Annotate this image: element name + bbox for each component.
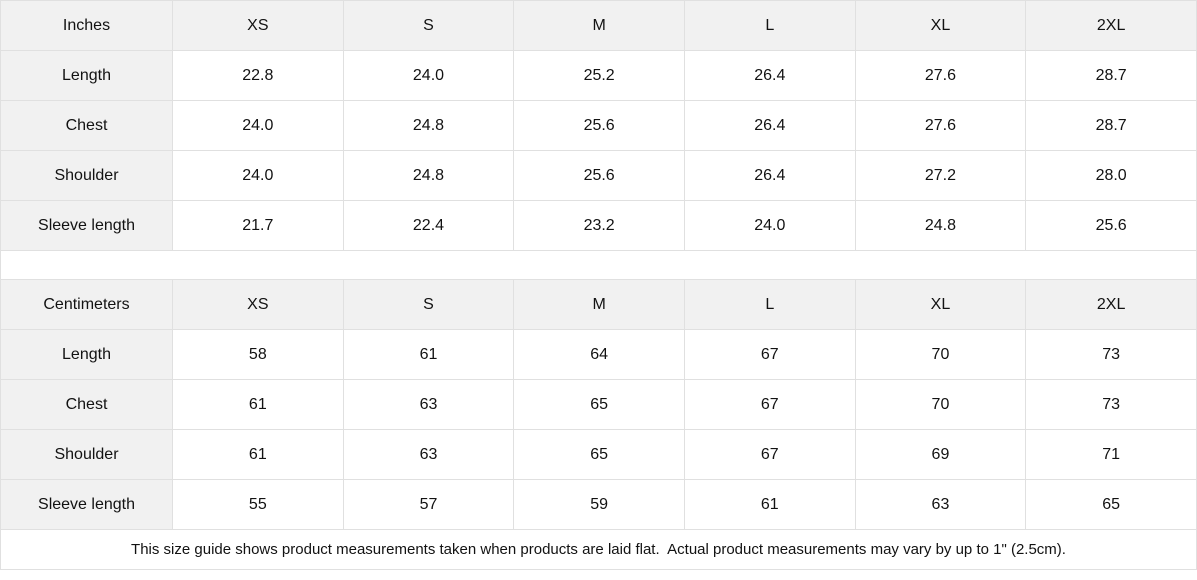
size-value-cell: 65 — [513, 429, 685, 480]
size-value-cell: 63 — [854, 479, 1027, 530]
size-value-cell: 61 — [683, 479, 856, 530]
column-header-2xl: 2XL — [1025, 0, 1197, 51]
size-value-cell: 24.8 — [342, 100, 515, 151]
size-value-cell: 63 — [342, 379, 515, 430]
size-value-cell: 63 — [342, 429, 515, 480]
centimeters-table: Centimeters XS S M L XL 2XL Length 58 61… — [0, 279, 1197, 530]
inches-table: Inches XS S M L XL 2XL Length 22.8 24.0 … — [0, 0, 1197, 251]
column-header-2xl: 2XL — [1025, 279, 1197, 330]
size-value-cell: 22.4 — [342, 200, 515, 251]
unit-header: Inches — [0, 0, 173, 51]
size-value-cell: 26.4 — [683, 50, 856, 101]
column-header-xl: XL — [854, 0, 1027, 51]
size-value-cell: 24.0 — [172, 100, 344, 151]
table-row: Length 22.8 24.0 25.2 26.4 27.6 28.7 — [0, 50, 1197, 101]
size-value-cell: 25.6 — [513, 100, 685, 151]
size-value-cell: 71 — [1025, 429, 1197, 480]
size-value-cell: 28.7 — [1025, 50, 1197, 101]
size-value-cell: 27.6 — [854, 100, 1027, 151]
column-header-m: M — [513, 279, 685, 330]
column-header-m: M — [513, 0, 685, 51]
table-row: Chest 24.0 24.8 25.6 26.4 27.6 28.7 — [0, 100, 1197, 151]
size-guide-disclaimer: This size guide shows product measuremen… — [0, 530, 1197, 570]
size-value-cell: 55 — [172, 479, 344, 530]
unit-header: Centimeters — [0, 279, 173, 330]
size-value-cell: 22.8 — [172, 50, 344, 101]
column-header-s: S — [342, 279, 515, 330]
table-header-row: Inches XS S M L XL 2XL — [0, 0, 1197, 51]
size-value-cell: 58 — [172, 329, 344, 380]
table-row: Chest 61 63 65 67 70 73 — [0, 379, 1197, 430]
row-label: Length — [0, 50, 173, 101]
size-value-cell: 24.0 — [172, 150, 344, 201]
size-value-cell: 26.4 — [683, 100, 856, 151]
row-label: Sleeve length — [0, 479, 173, 530]
size-value-cell: 21.7 — [172, 200, 344, 251]
size-value-cell: 24.8 — [342, 150, 515, 201]
column-header-l: L — [683, 279, 856, 330]
table-row: Sleeve length 55 57 59 61 63 65 — [0, 479, 1197, 530]
size-value-cell: 28.7 — [1025, 100, 1197, 151]
table-row: Shoulder 61 63 65 67 69 71 — [0, 429, 1197, 480]
size-value-cell: 28.0 — [1025, 150, 1197, 201]
column-header-xs: XS — [172, 0, 344, 51]
size-value-cell: 24.0 — [342, 50, 515, 101]
size-value-cell: 67 — [683, 329, 856, 380]
size-value-cell: 23.2 — [513, 200, 685, 251]
size-value-cell: 61 — [172, 379, 344, 430]
column-header-s: S — [342, 0, 515, 51]
size-value-cell: 61 — [172, 429, 344, 480]
size-value-cell: 67 — [683, 379, 856, 430]
size-value-cell: 57 — [342, 479, 515, 530]
size-value-cell: 70 — [854, 329, 1027, 380]
size-value-cell: 27.6 — [854, 50, 1027, 101]
column-header-l: L — [683, 0, 856, 51]
size-value-cell: 65 — [1025, 479, 1197, 530]
table-spacer — [0, 251, 1197, 279]
table-row: Shoulder 24.0 24.8 25.6 26.4 27.2 28.0 — [0, 150, 1197, 201]
size-value-cell: 27.2 — [854, 150, 1027, 201]
column-header-xs: XS — [172, 279, 344, 330]
size-value-cell: 65 — [513, 379, 685, 430]
row-label: Length — [0, 329, 173, 380]
size-value-cell: 73 — [1025, 329, 1197, 380]
size-value-cell: 64 — [513, 329, 685, 380]
size-value-cell: 24.0 — [683, 200, 856, 251]
table-header-row: Centimeters XS S M L XL 2XL — [0, 279, 1197, 330]
size-value-cell: 25.6 — [513, 150, 685, 201]
row-label: Chest — [0, 100, 173, 151]
size-value-cell: 70 — [854, 379, 1027, 430]
row-label: Chest — [0, 379, 173, 430]
row-label: Sleeve length — [0, 200, 173, 251]
size-value-cell: 26.4 — [683, 150, 856, 201]
size-value-cell: 69 — [854, 429, 1027, 480]
table-row: Length 58 61 64 67 70 73 — [0, 329, 1197, 380]
size-value-cell: 24.8 — [854, 200, 1027, 251]
size-value-cell: 73 — [1025, 379, 1197, 430]
size-value-cell: 25.2 — [513, 50, 685, 101]
row-label: Shoulder — [0, 429, 173, 480]
size-value-cell: 67 — [683, 429, 856, 480]
row-label: Shoulder — [0, 150, 173, 201]
size-value-cell: 61 — [342, 329, 515, 380]
column-header-xl: XL — [854, 279, 1027, 330]
size-value-cell: 59 — [513, 479, 685, 530]
table-row: Sleeve length 21.7 22.4 23.2 24.0 24.8 2… — [0, 200, 1197, 251]
size-value-cell: 25.6 — [1025, 200, 1197, 251]
